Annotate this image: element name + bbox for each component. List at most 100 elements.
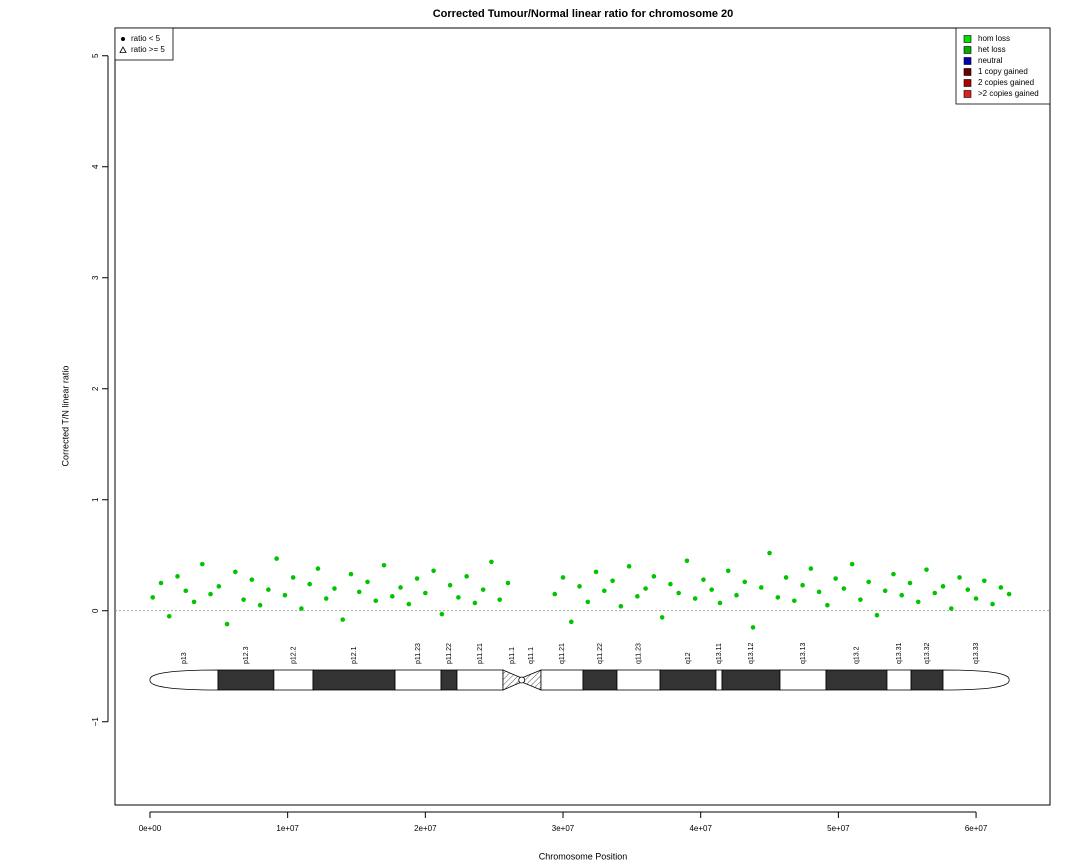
x-tick-label: 0e+00: [139, 824, 162, 833]
band-label: p13: [181, 652, 188, 664]
legend-swatch: [963, 35, 972, 43]
data-point: [257, 602, 263, 608]
band-label: p11.22: [446, 643, 453, 664]
legend-label: 1 copy gained: [978, 67, 1028, 76]
y-tick-label: 1: [91, 497, 100, 502]
data-point: [568, 619, 574, 625]
y-tick-label: 5: [91, 53, 100, 58]
band-label: p11.1: [509, 647, 516, 664]
legend-swatch: [963, 79, 972, 87]
data-point: [224, 621, 230, 627]
data-point: [307, 581, 312, 587]
band-label: q13.2: [853, 646, 860, 664]
data-point: [472, 600, 478, 606]
band: [779, 669, 827, 691]
band: [721, 669, 781, 691]
legend-box: [114, 27, 174, 61]
data-point: [175, 574, 180, 579]
band-label: q13.33: [973, 642, 980, 664]
data-point: [982, 578, 987, 584]
data-point: [750, 625, 756, 630]
legend-label: 2 copies gained: [978, 78, 1034, 87]
data-point: [668, 581, 673, 587]
legend-symbol: [121, 37, 125, 41]
data-point: [299, 606, 304, 611]
band: [825, 669, 888, 691]
data-point: [158, 580, 164, 586]
data-point: [552, 591, 558, 597]
data-point: [684, 558, 690, 564]
band-label: q13.32: [924, 642, 931, 664]
data-point: [891, 571, 896, 577]
data-point: [692, 596, 698, 601]
band-label: q11.21: [559, 643, 566, 664]
centromere: [518, 676, 526, 684]
data-point: [758, 585, 764, 590]
band: [616, 669, 661, 691]
band-label: q13.11: [716, 643, 723, 664]
data-point: [725, 568, 731, 574]
data-point: [825, 602, 830, 608]
data-point: [480, 587, 486, 592]
legend-swatch: [963, 68, 972, 76]
data-point: [858, 597, 863, 602]
data-point: [957, 575, 962, 580]
y-tick-label: 2: [91, 386, 100, 391]
y-tick-label: 3: [91, 275, 100, 280]
data-point: [208, 591, 213, 597]
y-tick-label: 0: [91, 608, 100, 613]
data-point: [643, 586, 648, 591]
data-point: [659, 615, 665, 620]
data-point: [373, 598, 379, 604]
data-point: [874, 612, 880, 618]
data-point: [183, 588, 189, 594]
legend-swatch: [963, 46, 972, 54]
data-point: [907, 580, 913, 586]
legend-box: [955, 27, 1051, 105]
data-point: [808, 566, 814, 571]
data-point: [431, 568, 436, 574]
data-point: [233, 569, 238, 575]
data-point: [406, 601, 412, 607]
data-point: [833, 576, 838, 581]
band-label: q11.1: [528, 647, 535, 664]
data-point: [792, 598, 797, 604]
data-point: [456, 595, 461, 600]
data-point: [932, 590, 938, 596]
y-tick-label: −1: [91, 717, 100, 727]
data-point: [899, 592, 905, 598]
band: [659, 669, 717, 691]
data-point: [274, 556, 279, 561]
data-point: [998, 585, 1004, 590]
data-point: [676, 590, 681, 596]
data-point: [709, 587, 715, 592]
data-point: [439, 611, 445, 617]
x-axis-title: Chromosome Position: [539, 851, 628, 861]
legend-symbol: [119, 46, 127, 53]
data-point: [915, 599, 921, 605]
legend-swatch: [963, 90, 972, 98]
band: [715, 669, 723, 691]
band-label: q13.12: [748, 642, 755, 664]
band-label: p11.21: [477, 643, 484, 664]
x-tick-label: 3e+07: [552, 824, 575, 833]
band: [456, 669, 504, 691]
data-point: [948, 606, 954, 611]
legend-label: ratio >= 5: [131, 45, 165, 54]
band: [540, 669, 584, 691]
band: [149, 669, 219, 691]
data-point: [866, 579, 871, 585]
band: [942, 669, 1010, 691]
legend-label: hom loss: [978, 34, 1010, 43]
data-point: [340, 617, 346, 622]
data-point: [924, 567, 929, 572]
x-tick-label: 4e+07: [689, 824, 712, 833]
data-point: [398, 585, 403, 590]
x-tick-label: 6e+07: [965, 824, 988, 833]
data-point: [800, 582, 805, 588]
band: [217, 669, 275, 691]
data-point: [965, 587, 971, 592]
data-point: [940, 584, 946, 589]
data-point: [199, 561, 205, 567]
